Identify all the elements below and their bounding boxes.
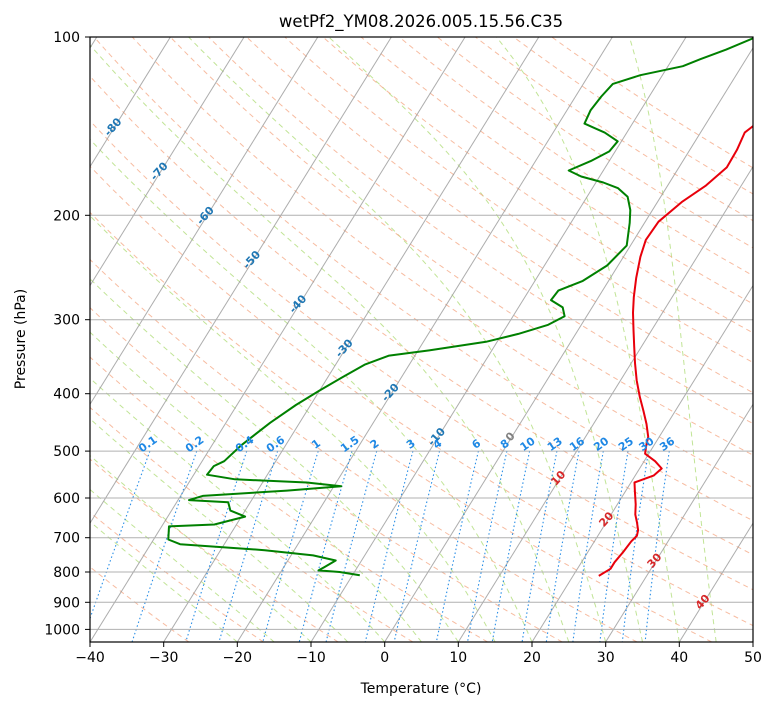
x-tick-label: −40 [75,650,105,666]
dry-adiabat-line [207,37,753,425]
dry-adiabat-line [169,37,753,456]
isotherm-line [90,37,466,642]
dry-adiabat-line [131,37,753,489]
y-axis-title: Pressure (hPa) [13,289,29,389]
x-tick-label: −10 [296,650,326,666]
temperature-profile-line [598,124,753,577]
dry-adiabat-line [90,458,339,642]
moist-adiabat-line [90,377,386,642]
moist-adiabat-line [90,521,238,642]
x-tick-label: 10 [449,650,467,666]
sounding-series [167,37,753,577]
moist-adiabat-line [327,37,643,642]
dry-adiabat-line [360,37,753,305]
pressure-gridlines [90,37,753,630]
dry-adiabat-line [284,37,753,364]
x-tick-label: 20 [523,650,541,666]
moist-adiabat-line [90,418,349,642]
dry-adiabat-line [90,307,563,642]
plot-frame [89,36,754,643]
x-axis: −40 −30 −20 −10 0 10 20 30 40 50 [75,642,762,666]
dry-adiabat-line [550,37,753,169]
dry-adiabat-line [90,356,488,642]
moist-adiabat-line [90,44,570,642]
isotherm-line [90,37,392,525]
isotherm-line [236,37,613,642]
isotherm-label: -100 [6,24,34,53]
y-tick-label: 1000 [44,622,80,638]
dry-adiabat-line [474,37,753,222]
chart-title: wetPf2_YM08.2026.005.15.56.C35 [279,12,563,32]
dry-adiabat-line [93,37,753,522]
plot-background [90,37,753,642]
y-tick-label: 700 [53,531,80,547]
isotherm-line [310,37,687,642]
y-axis: 100 200 300 400 500 600 700 800 900 1000 [44,30,90,638]
x-tick-label: 40 [670,650,688,666]
isotherm-line [457,165,753,642]
y-tick-label: 200 [53,208,80,224]
isotherm-line [90,37,245,287]
isotherms [90,37,753,642]
dry-adiabat-line [90,165,753,627]
x-axis-title: Temperature (°C) [360,681,482,697]
moist-adiabat-line [90,331,422,642]
isotherm-line [531,284,753,642]
isotherm-line [90,37,171,168]
dewpoint-profile-line [167,37,753,577]
moist-adiabats [90,37,717,642]
y-tick-label: 900 [53,595,80,611]
x-tick-label: −30 [149,650,179,666]
isotherm-line [384,47,753,642]
moist-adiabat-line [90,488,275,642]
moist-adiabat-line [187,37,607,642]
isotherm-line [90,37,319,406]
y-tick-label: 100 [53,30,80,46]
x-tick-label: 50 [744,650,762,666]
x-tick-label: 30 [597,650,615,666]
dry-adiabat-line [90,406,414,642]
y-tick-label: 400 [53,387,80,403]
dry-adiabat-line [90,258,638,642]
moist-adiabat-line [628,37,717,642]
isotherm-line [605,403,753,642]
y-tick-label: 500 [53,444,80,460]
y-tick-label: 300 [53,313,80,329]
x-tick-label: 0 [380,650,389,666]
y-tick-label: 600 [53,491,80,507]
dry-adiabat-line [90,211,712,642]
dry-adiabats [90,37,753,642]
x-tick-label: −20 [223,650,253,666]
dry-adiabat-line [90,120,753,591]
y-tick-label: 800 [53,565,80,581]
isotherm-label: -90 [55,71,78,95]
dry-adiabat-line [436,37,753,249]
isotherm-line [678,522,753,642]
dry-adiabat-line [322,37,753,334]
moist-adiabat-line [90,215,496,642]
moist-adiabat-line [90,138,533,642]
